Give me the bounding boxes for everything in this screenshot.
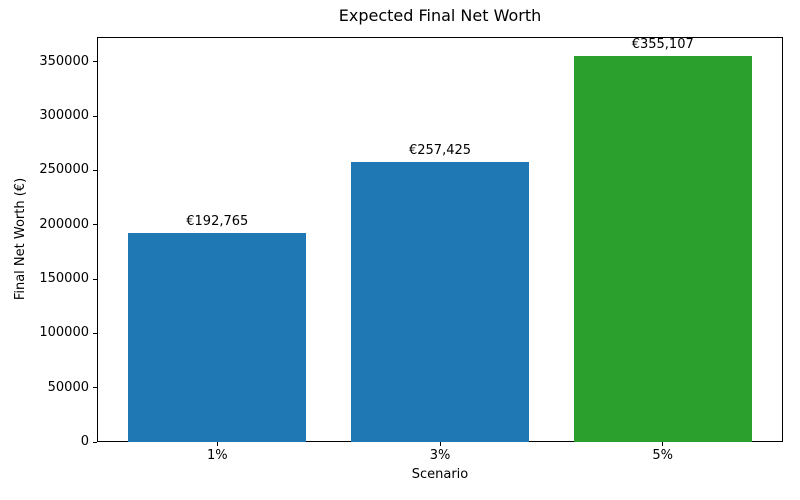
y-axis-tick-label: 350000 <box>39 53 89 69</box>
bar-3% <box>350 162 530 442</box>
y-axis-label: Final Net Worth (€) <box>13 177 28 301</box>
y-axis-tick-label: 200000 <box>39 216 89 232</box>
y-axis-tick-label: 0 <box>80 434 89 449</box>
x-axis-tick <box>439 442 441 446</box>
bar-value-label: €355,107 <box>631 37 694 53</box>
y-axis-tick-label: 300000 <box>39 108 89 124</box>
x-axis-tick-label: 1% <box>206 448 228 463</box>
y-axis-tick-label: 250000 <box>39 162 89 178</box>
x-axis-tick <box>662 442 664 446</box>
bar-value-label: €192,765 <box>186 213 249 229</box>
x-axis-tick <box>216 442 218 446</box>
y-axis-tick-label: 50000 <box>47 379 89 395</box>
y-axis-tick <box>93 61 97 63</box>
y-axis-tick <box>93 387 97 389</box>
x-axis-tick-label: 3% <box>429 448 451 463</box>
y-axis-tick-label: 150000 <box>39 271 89 287</box>
chart-title: Expected Final Net Worth <box>338 6 542 25</box>
y-axis-tick <box>93 169 97 171</box>
y-axis-tick <box>93 278 97 280</box>
x-axis-label: Scenario <box>411 467 469 482</box>
y-axis-tick <box>93 441 97 443</box>
x-axis-tick-label: 5% <box>652 448 674 463</box>
y-axis-tick-label: 100000 <box>39 325 89 341</box>
bar-5% <box>573 56 752 442</box>
y-axis-tick <box>93 224 97 226</box>
bar-value-label: €257,425 <box>408 143 472 159</box>
bar-1% <box>128 232 307 442</box>
y-axis-tick <box>93 115 97 117</box>
y-axis-tick <box>93 332 97 334</box>
